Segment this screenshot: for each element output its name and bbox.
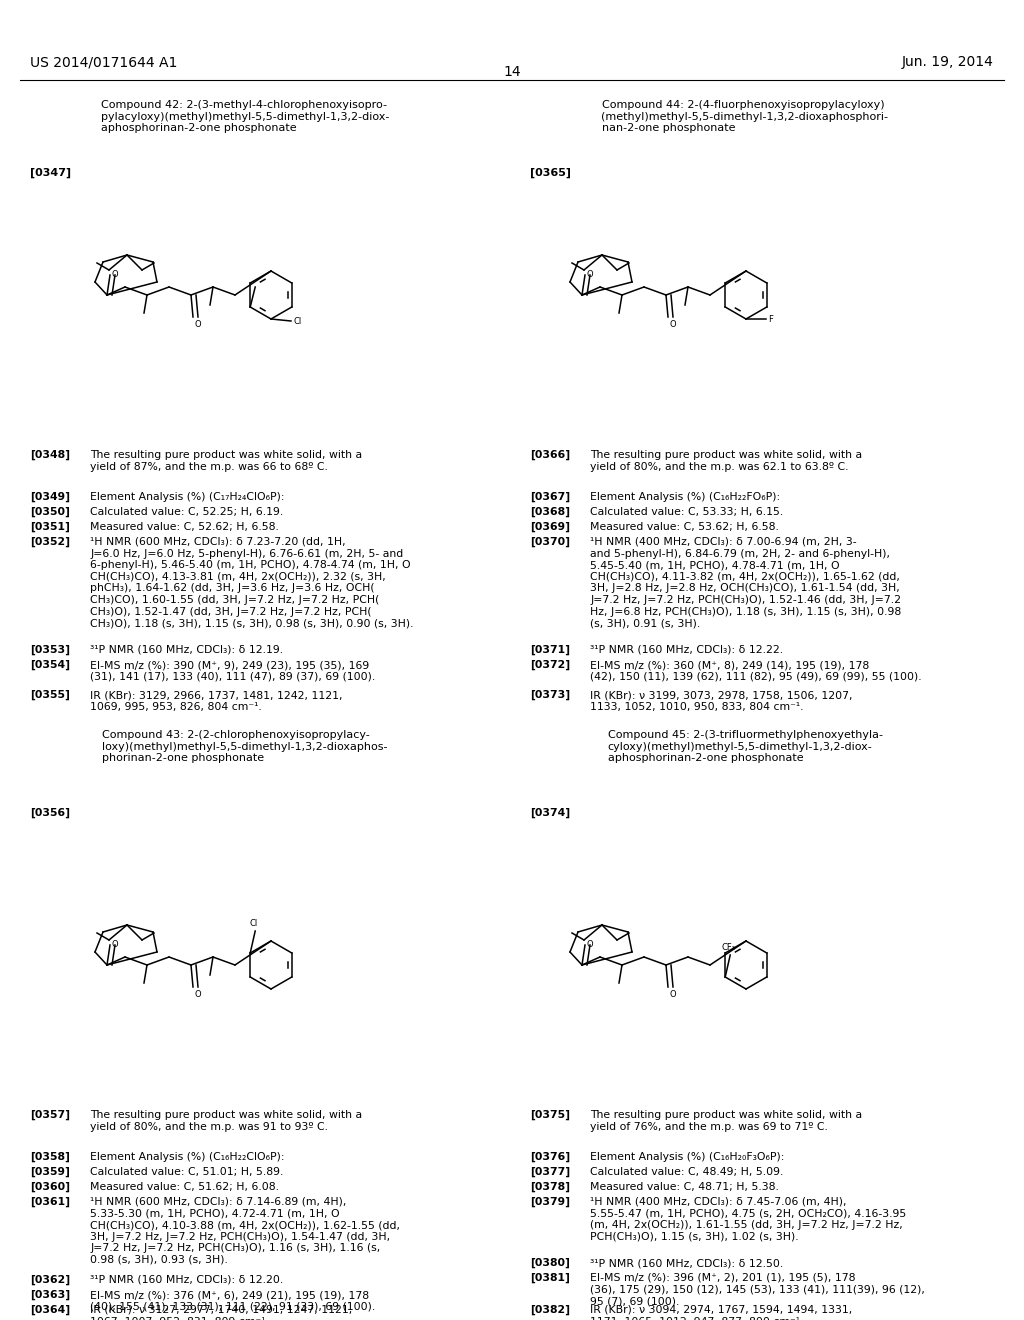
Text: [0373]: [0373] xyxy=(530,690,570,701)
Text: [0353]: [0353] xyxy=(30,645,70,655)
Text: [0369]: [0369] xyxy=(530,521,570,532)
Text: [0379]: [0379] xyxy=(530,1197,570,1208)
Text: [0351]: [0351] xyxy=(30,521,70,532)
Text: [0362]: [0362] xyxy=(30,1275,70,1286)
Text: ³¹P NMR (160 MHz, CDCl₃): δ 12.50.: ³¹P NMR (160 MHz, CDCl₃): δ 12.50. xyxy=(590,1258,783,1269)
Text: Jun. 19, 2014: Jun. 19, 2014 xyxy=(902,55,994,69)
Text: [0381]: [0381] xyxy=(530,1272,570,1283)
Text: Compound 43: 2-(2-chlorophenoxyisopropylacy-
loxy)(methyl)methyl-5,5-dimethyl-1,: Compound 43: 2-(2-chlorophenoxyisopropyl… xyxy=(102,730,388,763)
Text: O: O xyxy=(195,319,202,329)
Text: [0370]: [0370] xyxy=(530,537,570,548)
Text: [0371]: [0371] xyxy=(530,645,570,655)
Text: ³¹P NMR (160 MHz, CDCl₃): δ 12.19.: ³¹P NMR (160 MHz, CDCl₃): δ 12.19. xyxy=(90,645,283,655)
Text: [0357]: [0357] xyxy=(30,1110,70,1121)
Text: The resulting pure product was white solid, with a
yield of 87%, and the m.p. wa: The resulting pure product was white sol… xyxy=(90,450,362,471)
Text: Element Analysis (%) (C₁₆H₂₂ClO₆P):: Element Analysis (%) (C₁₆H₂₂ClO₆P): xyxy=(90,1152,285,1162)
Text: O: O xyxy=(587,940,593,949)
Text: Element Analysis (%) (C₁₇H₂₄ClO₆P):: Element Analysis (%) (C₁₇H₂₄ClO₆P): xyxy=(90,492,285,502)
Text: [0366]: [0366] xyxy=(530,450,570,461)
Text: [0358]: [0358] xyxy=(30,1152,70,1163)
Text: O: O xyxy=(112,940,119,949)
Text: [0354]: [0354] xyxy=(30,660,70,671)
Text: Compound 44: 2-(4-fluorphenoxyisopropylacyloxy)
(methyl)methyl-5,5-dimethyl-1,3,: Compound 44: 2-(4-fluorphenoxyisopropyla… xyxy=(601,100,889,133)
Text: CF₃: CF₃ xyxy=(721,942,735,952)
Text: O: O xyxy=(195,990,202,999)
Text: [0350]: [0350] xyxy=(30,507,70,517)
Text: O: O xyxy=(587,271,593,279)
Text: [0349]: [0349] xyxy=(30,492,70,503)
Text: EI-MS m/z (%): 396 (M⁺, 2), 201 (1), 195 (5), 178
(36), 175 (29), 150 (12), 145 : EI-MS m/z (%): 396 (M⁺, 2), 201 (1), 195… xyxy=(590,1272,925,1307)
Text: [0356]: [0356] xyxy=(30,808,70,818)
Text: [0367]: [0367] xyxy=(530,492,570,503)
Text: Measured value: C, 52.62; H, 6.58.: Measured value: C, 52.62; H, 6.58. xyxy=(90,521,279,532)
Text: Element Analysis (%) (C₁₆H₂₀F₃O₆P):: Element Analysis (%) (C₁₆H₂₀F₃O₆P): xyxy=(590,1152,784,1162)
Text: [0361]: [0361] xyxy=(30,1197,70,1208)
Text: The resulting pure product was white solid, with a
yield of 76%, and the m.p. wa: The resulting pure product was white sol… xyxy=(590,1110,862,1131)
Text: EI-MS m/z (%): 376 (M⁺, 6), 249 (21), 195 (19), 178
(40), 155 (41), 133 (31), 11: EI-MS m/z (%): 376 (M⁺, 6), 249 (21), 19… xyxy=(90,1290,375,1312)
Text: [0352]: [0352] xyxy=(30,537,70,548)
Text: [0347]: [0347] xyxy=(30,168,71,178)
Text: [0376]: [0376] xyxy=(530,1152,570,1163)
Text: [0378]: [0378] xyxy=(530,1181,570,1192)
Text: Cl: Cl xyxy=(249,919,257,928)
Text: [0380]: [0380] xyxy=(530,1258,570,1269)
Text: Measured value: C, 48.71; H, 5.38.: Measured value: C, 48.71; H, 5.38. xyxy=(590,1181,779,1192)
Text: ³¹P NMR (160 MHz, CDCl₃): δ 12.20.: ³¹P NMR (160 MHz, CDCl₃): δ 12.20. xyxy=(90,1275,284,1284)
Text: [0374]: [0374] xyxy=(530,808,570,818)
Text: IR (KBr): ν 3094, 2974, 1767, 1594, 1494, 1331,
1171, 1065, 1012, 947, 877, 800 : IR (KBr): ν 3094, 2974, 1767, 1594, 1494… xyxy=(590,1305,852,1320)
Text: The resulting pure product was white solid, with a
yield of 80%, and the m.p. wa: The resulting pure product was white sol… xyxy=(90,1110,362,1131)
Text: [0348]: [0348] xyxy=(30,450,70,461)
Text: EI-MS m/z (%): 390 (M⁺, 9), 249 (23), 195 (35), 169
(31), 141 (17), 133 (40), 11: EI-MS m/z (%): 390 (M⁺, 9), 249 (23), 19… xyxy=(90,660,375,681)
Text: Calculated value: C, 48.49; H, 5.09.: Calculated value: C, 48.49; H, 5.09. xyxy=(590,1167,783,1177)
Text: Element Analysis (%) (C₁₆H₂₂FO₆P):: Element Analysis (%) (C₁₆H₂₂FO₆P): xyxy=(590,492,780,502)
Text: Measured value: C, 53.62; H, 6.58.: Measured value: C, 53.62; H, 6.58. xyxy=(590,521,779,532)
Text: [0382]: [0382] xyxy=(530,1305,570,1315)
Text: [0360]: [0360] xyxy=(30,1181,70,1192)
Text: ¹H NMR (600 MHz, CDCl₃): δ 7.14-6.89 (m, 4H),
5.33-5.30 (m, 1H, PCHO), 4.72-4.71: ¹H NMR (600 MHz, CDCl₃): δ 7.14-6.89 (m,… xyxy=(90,1197,400,1265)
Text: ¹H NMR (400 MHz, CDCl₃): δ 7.00-6.94 (m, 2H, 3-
and 5-phenyl-H), 6.84-6.79 (m, 2: ¹H NMR (400 MHz, CDCl₃): δ 7.00-6.94 (m,… xyxy=(590,537,901,628)
Text: ¹H NMR (400 MHz, CDCl₃): δ 7.45-7.06 (m, 4H),
5.55-5.47 (m, 1H, PCHO), 4.75 (s, : ¹H NMR (400 MHz, CDCl₃): δ 7.45-7.06 (m,… xyxy=(590,1197,906,1242)
Text: O: O xyxy=(112,271,119,279)
Text: The resulting pure product was white solid, with a
yield of 80%, and the m.p. wa: The resulting pure product was white sol… xyxy=(590,450,862,471)
Text: O: O xyxy=(670,990,676,999)
Text: US 2014/0171644 A1: US 2014/0171644 A1 xyxy=(30,55,177,69)
Text: [0377]: [0377] xyxy=(530,1167,570,1177)
Text: EI-MS m/z (%): 360 (M⁺, 8), 249 (14), 195 (19), 178
(42), 150 (11), 139 (62), 11: EI-MS m/z (%): 360 (M⁺, 8), 249 (14), 19… xyxy=(590,660,922,681)
Text: [0372]: [0372] xyxy=(530,660,570,671)
Text: [0368]: [0368] xyxy=(530,507,570,517)
Text: Measured value: C, 51.62; H, 6.08.: Measured value: C, 51.62; H, 6.08. xyxy=(90,1181,279,1192)
Text: Compound 42: 2-(3-methyl-4-chlorophenoxyisopro-
pylacyloxy)(methyl)methyl-5,5-di: Compound 42: 2-(3-methyl-4-chlorophenoxy… xyxy=(100,100,389,133)
Text: 14: 14 xyxy=(503,65,521,79)
Text: ³¹P NMR (160 MHz, CDCl₃): δ 12.22.: ³¹P NMR (160 MHz, CDCl₃): δ 12.22. xyxy=(590,645,783,655)
Text: IR (KBr): ν 3127, 2977, 1740, 1491, 1247, 1121,
1067, 1007, 952, 831, 809 cm⁻¹.: IR (KBr): ν 3127, 2977, 1740, 1491, 1247… xyxy=(90,1305,352,1320)
Text: [0375]: [0375] xyxy=(530,1110,570,1121)
Text: [0364]: [0364] xyxy=(30,1305,70,1315)
Text: Cl: Cl xyxy=(293,317,301,326)
Text: IR (KBr): ν 3199, 3073, 2978, 1758, 1506, 1207,
1133, 1052, 1010, 950, 833, 804 : IR (KBr): ν 3199, 3073, 2978, 1758, 1506… xyxy=(590,690,853,711)
Text: [0363]: [0363] xyxy=(30,1290,70,1300)
Text: Calculated value: C, 52.25; H, 6.19.: Calculated value: C, 52.25; H, 6.19. xyxy=(90,507,284,517)
Text: IR (KBr): 3129, 2966, 1737, 1481, 1242, 1121,
1069, 995, 953, 826, 804 cm⁻¹.: IR (KBr): 3129, 2966, 1737, 1481, 1242, … xyxy=(90,690,342,711)
Text: Calculated value: C, 51.01; H, 5.89.: Calculated value: C, 51.01; H, 5.89. xyxy=(90,1167,284,1177)
Text: O: O xyxy=(670,319,676,329)
Text: F: F xyxy=(768,314,773,323)
Text: [0355]: [0355] xyxy=(30,690,70,701)
Text: Compound 45: 2-(3-trifluormethylphenoxyethyla-
cyloxy)(methyl)methyl-5,5-dimethy: Compound 45: 2-(3-trifluormethylphenoxye… xyxy=(607,730,883,763)
Text: ¹H NMR (600 MHz, CDCl₃): δ 7.23-7.20 (dd, 1H,
J=6.0 Hz, J=6.0 Hz, 5-phenyl-H), 6: ¹H NMR (600 MHz, CDCl₃): δ 7.23-7.20 (dd… xyxy=(90,537,414,628)
Text: [0365]: [0365] xyxy=(530,168,571,178)
Text: Calculated value: C, 53.33; H, 6.15.: Calculated value: C, 53.33; H, 6.15. xyxy=(590,507,783,517)
Text: [0359]: [0359] xyxy=(30,1167,70,1177)
